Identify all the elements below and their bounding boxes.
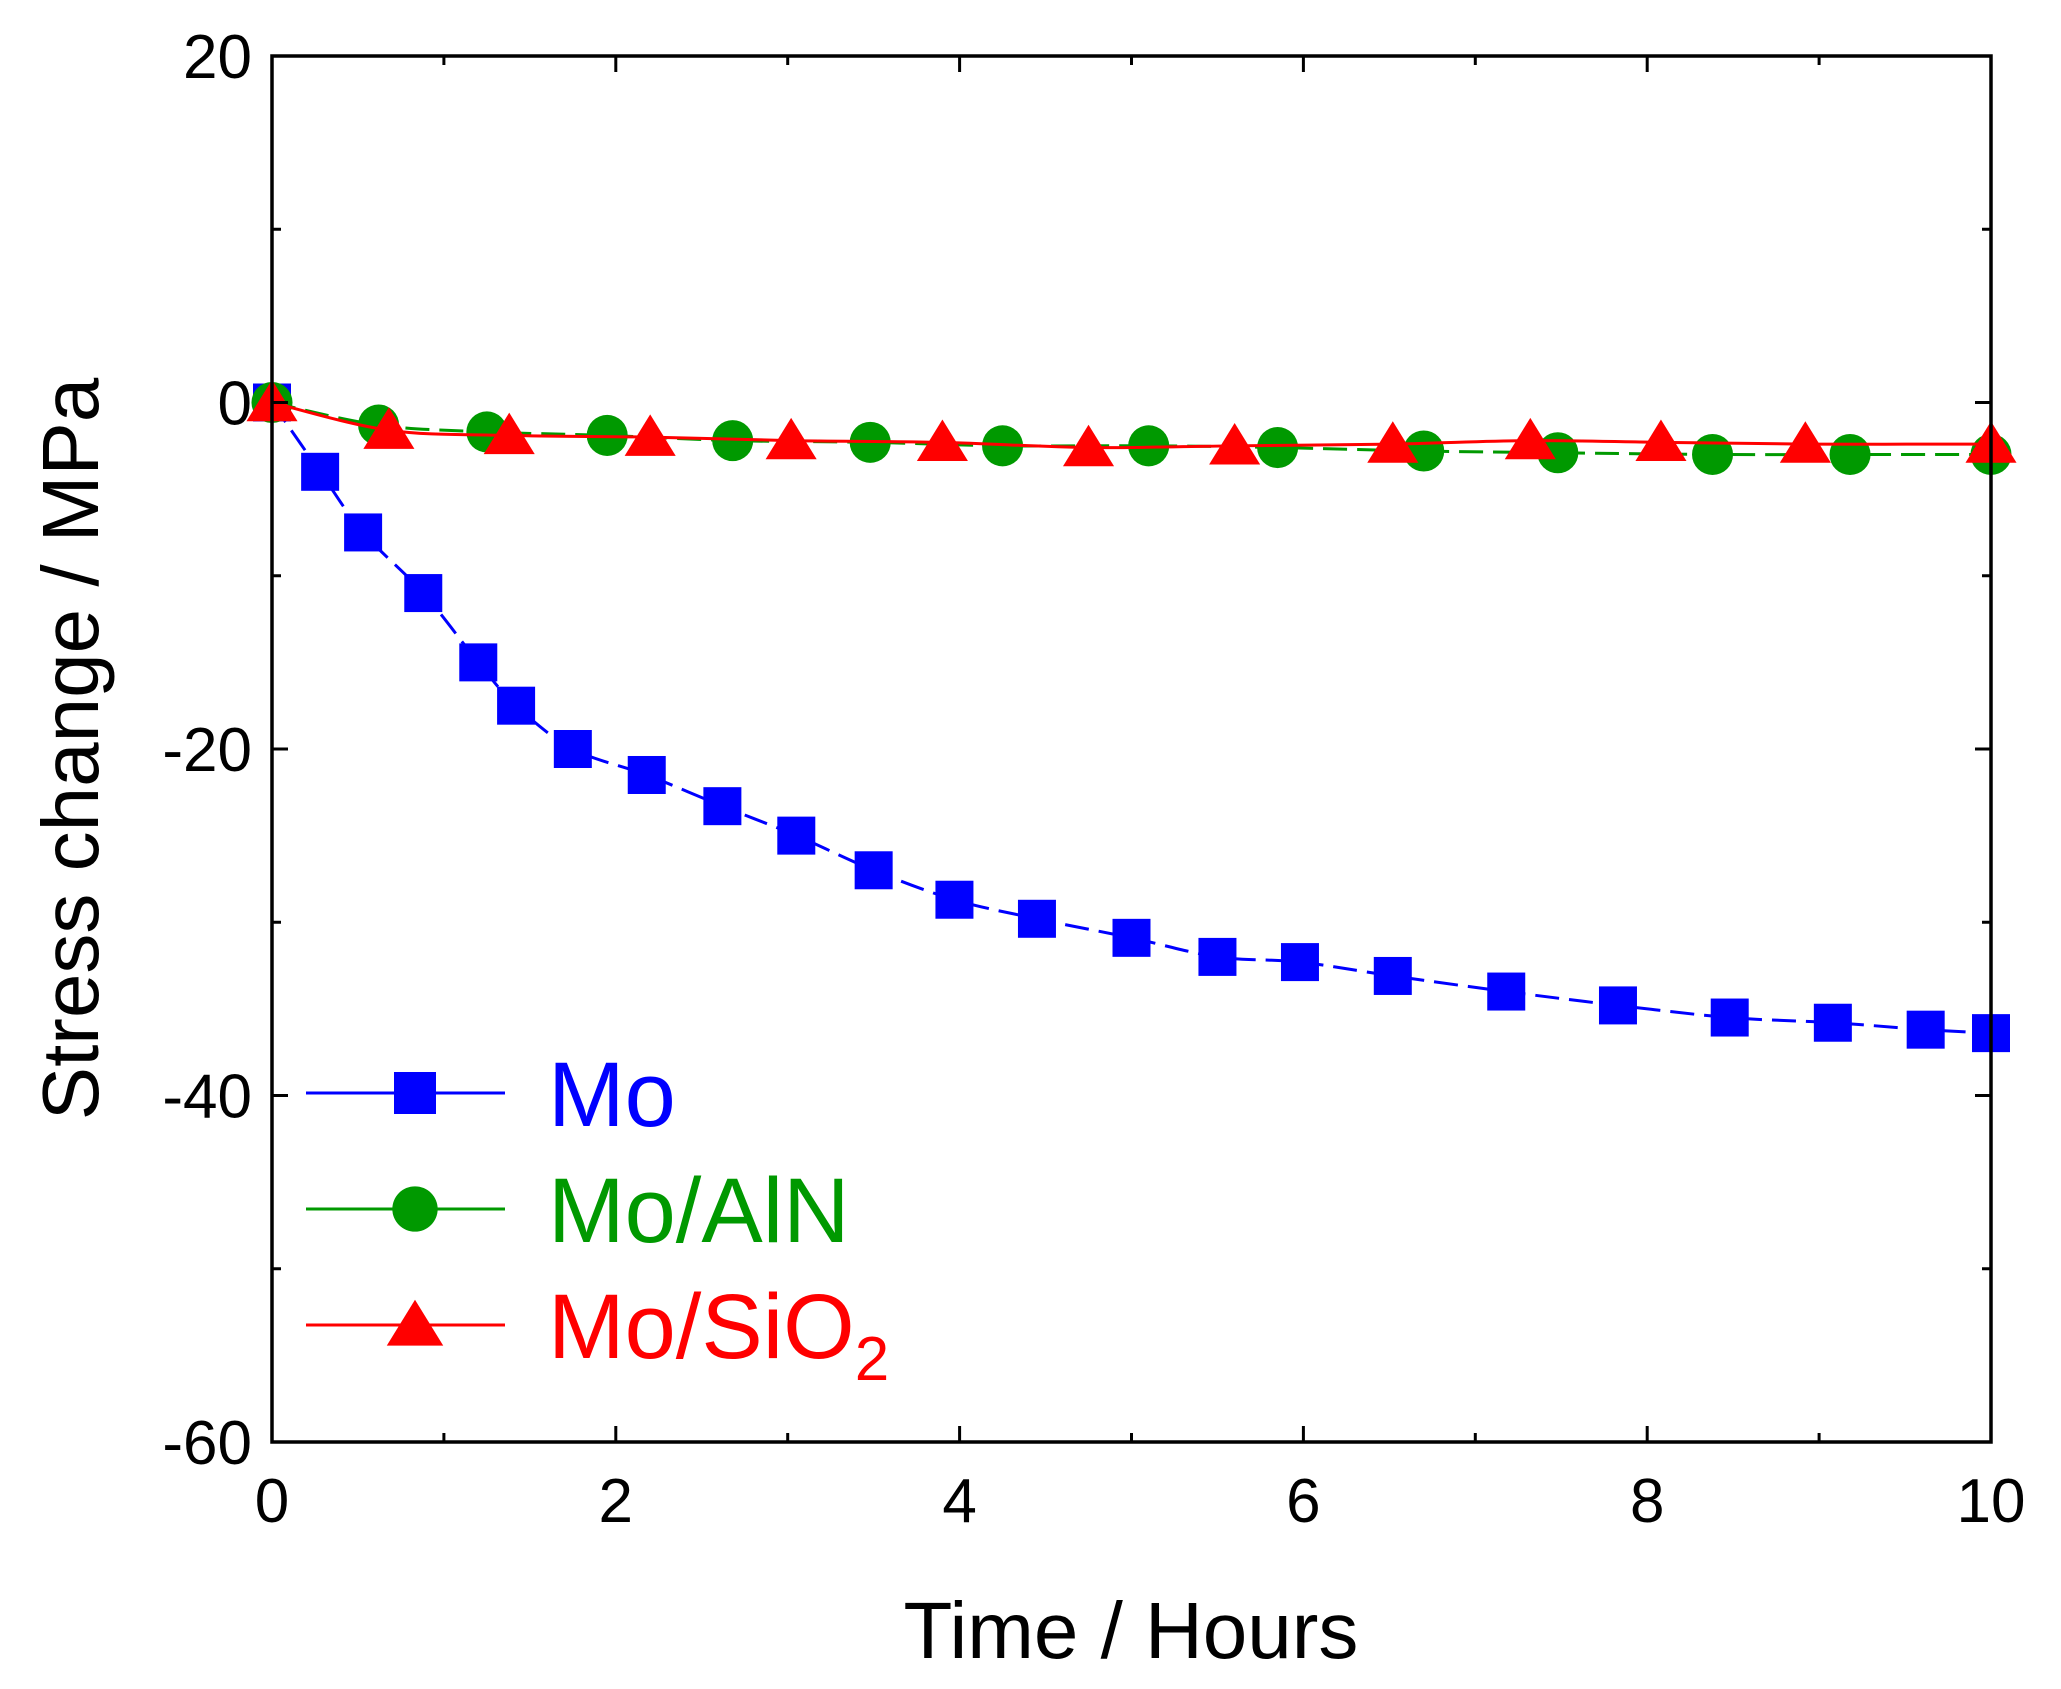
data-point	[703, 787, 742, 826]
legend-label-text: Mo	[548, 1044, 676, 1146]
data-point	[1209, 423, 1261, 465]
data-point	[1635, 419, 1687, 462]
y-tick-label: 0	[218, 370, 252, 439]
legend-label-text: Mo/SiO	[548, 1276, 855, 1378]
data-point	[1112, 918, 1151, 957]
data-point	[553, 730, 592, 768]
legend: Mo Mo/AlN Mo/SiO2	[306, 1044, 889, 1394]
y-tick-label: -60	[162, 1409, 252, 1478]
x-tick-label: 8	[1630, 1467, 1664, 1536]
x-tick-label: 2	[599, 1467, 633, 1536]
data-point	[935, 880, 974, 919]
legend-item: Mo	[306, 1044, 676, 1146]
data-point	[1710, 998, 1749, 1037]
series-layer	[246, 379, 2017, 1053]
legend-label: Mo	[548, 1044, 676, 1146]
x-tick-label: 0	[255, 1467, 289, 1536]
legend-label: Mo/SiO2	[548, 1276, 889, 1394]
data-point	[497, 686, 536, 725]
data-point	[854, 851, 893, 890]
y-tick-label: -40	[162, 1063, 252, 1132]
x-axis-title: Time / Hours	[904, 1586, 1359, 1675]
data-point	[1487, 972, 1526, 1011]
axis-ticks: 0 2 4 6 8 10 -60 -40 -20 0 20	[162, 23, 2025, 1536]
series-line	[271, 401, 1991, 457]
data-point	[1813, 1003, 1852, 1042]
data-point	[1017, 899, 1056, 938]
data-point	[1062, 424, 1115, 467]
data-point	[1779, 421, 1831, 463]
data-point	[1829, 433, 1871, 475]
data-point	[1504, 417, 1556, 460]
data-point	[363, 407, 415, 449]
y-tick-label: -20	[162, 716, 252, 785]
legend-item: Mo/AlN	[306, 1160, 850, 1262]
data-point	[1198, 937, 1237, 976]
data-point	[1692, 433, 1734, 475]
data-point	[1373, 956, 1412, 995]
legend-item: Mo/SiO2	[306, 1276, 889, 1394]
y-tick-label: 20	[183, 23, 252, 92]
legend-marker	[394, 1072, 436, 1114]
data-point	[1257, 427, 1299, 469]
series-mo-sio2	[246, 379, 2017, 467]
data-point	[1906, 1010, 1945, 1049]
x-tick-label: 4	[942, 1467, 976, 1536]
data-point	[1537, 432, 1579, 474]
legend-label-subscript: 2	[855, 1325, 889, 1394]
data-point	[765, 417, 817, 460]
y-axis-title: Stress change / MPa	[26, 377, 115, 1120]
series-mo	[253, 383, 2010, 1053]
legend-marker	[392, 1186, 438, 1232]
data-point	[459, 643, 498, 682]
legend-label-text: Mo/AlN	[548, 1160, 850, 1262]
data-point	[916, 419, 968, 462]
data-point	[344, 513, 383, 552]
plot-frame	[270, 54, 1993, 1444]
legend-label: Mo/AlN	[548, 1160, 850, 1262]
data-point	[1367, 421, 1419, 463]
data-point	[627, 755, 666, 794]
data-point	[624, 414, 676, 456]
x-tick-label: 10	[1957, 1467, 2026, 1536]
data-point	[777, 816, 816, 855]
x-tick-label: 6	[1286, 1467, 1320, 1536]
data-point	[1280, 943, 1319, 982]
legend-marker	[386, 1299, 444, 1346]
data-point	[483, 412, 535, 455]
data-point	[301, 452, 340, 491]
data-point	[1598, 986, 1637, 1025]
data-point	[404, 574, 443, 613]
